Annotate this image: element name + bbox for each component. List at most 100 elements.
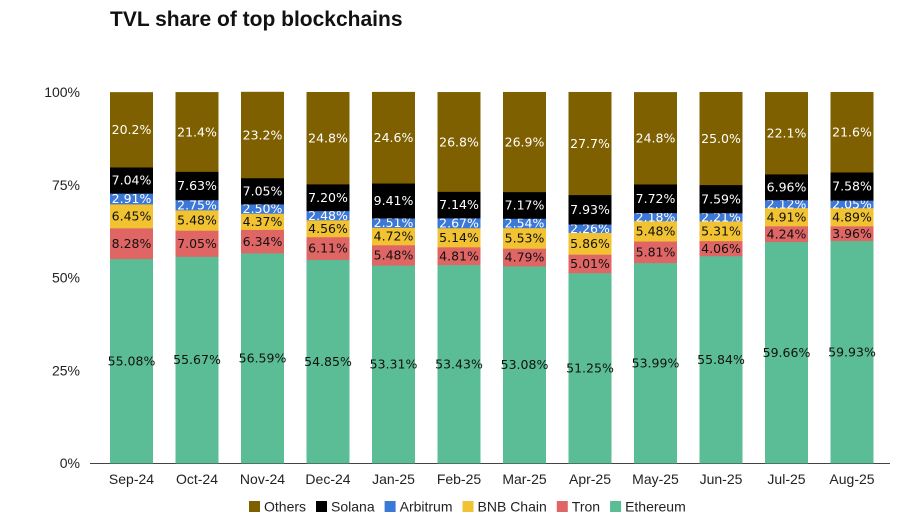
y-tick-label: 50% — [52, 270, 80, 286]
bar-segment-solana — [241, 177, 284, 205]
legend-label: Tron — [572, 499, 600, 515]
bar-segment-bnb-chain — [306, 219, 350, 238]
data-label: 55.84% — [697, 352, 745, 367]
data-label: 6.45% — [112, 208, 152, 223]
data-label: 24.8% — [636, 131, 676, 146]
x-tick-label: Nov-24 — [240, 471, 285, 487]
legend-swatch — [316, 501, 328, 512]
bar-stack: 56.59% 6.34% 4.37%2.50% 7.05% 23.2% — [239, 91, 286, 464]
data-label: 5.48% — [374, 248, 414, 263]
data-label: 6.11% — [308, 241, 348, 256]
bar-segment-others — [437, 92, 481, 192]
data-label: 7.05% — [177, 236, 217, 251]
bar-stack: 53.99%5.81%5.48%2.18%7.72%24.8% — [632, 92, 680, 464]
bar-stack: 55.67% 7.05% 5.48%2.75% 7.63% 21.4% — [173, 92, 221, 464]
legend-swatch — [384, 501, 396, 512]
bar-segment-ethereum — [699, 255, 743, 464]
data-label: 9.41% — [374, 193, 414, 208]
data-label: 59.66% — [763, 345, 811, 360]
bar-stack: 55.84%4.06%5.31%2.21%7.59%25.0% — [697, 91, 745, 464]
bar-segment-tron — [175, 230, 219, 257]
data-label: 2.75% — [177, 197, 217, 212]
x-tick-label: Aug-25 — [829, 471, 874, 487]
bar-segment-others — [306, 92, 350, 185]
data-label: 5.81% — [636, 244, 676, 259]
bar-segment-bnb-chain — [437, 227, 481, 248]
bar-segment-bnb-chain — [634, 220, 677, 242]
bar-stack: 53.43% 4.81% 5.14%2.67% 7.14% 26.8% — [435, 92, 483, 464]
data-label: 21.4% — [177, 124, 217, 139]
bar-segment-solana — [830, 172, 874, 201]
bar-segment-solana — [634, 184, 677, 214]
legend-swatch — [610, 501, 622, 512]
legend-item-ethereum: Ethereum — [610, 499, 686, 515]
data-label: 55.08% — [108, 353, 156, 368]
data-label: 7.17% — [505, 198, 545, 213]
data-label: 4.81% — [439, 248, 479, 263]
data-label: 7.20% — [308, 190, 348, 205]
legend-swatch — [462, 501, 474, 512]
bar-segment-bnb-chain — [241, 213, 284, 230]
data-label: 5.53% — [505, 231, 545, 246]
bar-segment-solana — [110, 167, 153, 194]
data-label: 2.54% — [505, 216, 545, 231]
legend-label: Arbitrum — [400, 499, 453, 515]
bar-segment-ethereum — [437, 264, 481, 464]
data-label: 53.99% — [632, 355, 680, 370]
bar-stack: 53.08% 4.79% 5.53%2.54% 7.17% 26.9% — [501, 91, 548, 464]
y-tick-label: 100% — [44, 84, 80, 100]
bars: 55.08% 8.28% 6.45% 2.91% 7.04% 20.2% 55.67% 7.0… — [108, 91, 876, 464]
bar-segment-ethereum — [306, 259, 350, 464]
bar-segment-tron — [699, 240, 743, 257]
bar-segment-bnb-chain — [372, 227, 415, 246]
x-tick-label: Jun-25 — [700, 471, 743, 487]
data-label: 22.1% — [767, 126, 807, 141]
data-label: 4.72% — [374, 229, 414, 244]
data-label: 5.48% — [636, 223, 676, 238]
bar-segment-ethereum — [110, 258, 153, 464]
data-label: 8.28% — [112, 236, 152, 251]
bar-segment-arbitrum — [765, 199, 808, 209]
data-label: 4.37% — [243, 214, 283, 229]
bar-segment-arbitrum — [699, 212, 743, 222]
bar-segment-arbitrum — [175, 199, 219, 211]
data-label: 2.67% — [439, 215, 479, 230]
x-tick-label: Oct-24 — [176, 471, 218, 487]
bar-segment-ethereum — [175, 256, 219, 464]
bar-segment-bnb-chain — [699, 221, 743, 242]
x-tick-label: Dec-24 — [305, 471, 350, 487]
bar-stack: 59.93%3.96%4.89%2.05%7.58%21.6% — [828, 91, 876, 464]
bar-stack: 51.25% 5.01% 5.86%2.26% 7.93% 27.7% — [566, 91, 614, 464]
bar-segment-tron — [437, 246, 481, 266]
bar-segment-bnb-chain — [830, 207, 874, 227]
legend-swatch — [249, 501, 260, 512]
bar-segment-bnb-chain — [110, 204, 153, 229]
bar-segment-arbitrum — [830, 200, 874, 209]
data-label: 53.43% — [435, 356, 483, 371]
bar-segment-others — [568, 91, 612, 196]
bar-stack: 55.08% 8.28% 6.45% 2.91% 7.04% 20.2% — [108, 92, 156, 464]
x-tick-label: Jul-25 — [767, 471, 805, 487]
bar-stack: 54.85% 6.11% 4.56%2.48% 7.20% 24.8% — [304, 92, 352, 464]
x-tick-label: Mar-25 — [502, 471, 547, 487]
legend-item-bnb-chain: BNB Chain — [462, 499, 547, 515]
data-label: 5.86% — [570, 236, 610, 251]
bar-segment-ethereum — [372, 265, 415, 464]
data-label: 5.48% — [177, 213, 217, 228]
data-label: 7.93% — [570, 202, 610, 217]
data-label: 4.56% — [308, 221, 348, 236]
bar-segment-ethereum — [634, 262, 677, 464]
legend-item-others: Others — [249, 499, 306, 515]
bar-segment-ethereum — [568, 272, 612, 464]
data-label: 4.79% — [505, 250, 545, 265]
bar-segment-arbitrum — [110, 193, 153, 205]
data-label: 7.05% — [243, 183, 283, 198]
data-label: 4.06% — [701, 241, 741, 256]
data-label: 2.48% — [308, 208, 348, 223]
legend: Others Solana Arbitrum BNB Chain Tron Ethereu… — [249, 499, 686, 515]
y-tick-label: 0% — [60, 455, 80, 471]
bar-segment-tron — [634, 241, 677, 264]
bar-segment-arbitrum — [568, 224, 612, 233]
bar-segment-arbitrum — [634, 212, 677, 222]
bar-segment-others — [634, 92, 677, 185]
